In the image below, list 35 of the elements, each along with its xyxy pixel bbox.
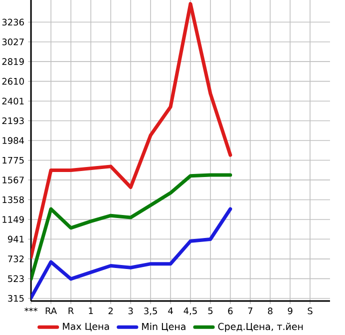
y-tick-label: 315 bbox=[8, 294, 24, 302]
y-tick-label: 2610 bbox=[2, 78, 24, 85]
x-tick-label: 7 bbox=[248, 308, 252, 314]
x-tick-label: 4 bbox=[168, 308, 173, 314]
y-tick-label: 523 bbox=[8, 275, 24, 282]
x-tick-label: 3 bbox=[128, 308, 133, 314]
x-tick-label: 2 bbox=[108, 308, 113, 314]
x-tick-label: 5 bbox=[208, 308, 212, 314]
x-tick-label: 6 bbox=[228, 308, 233, 314]
y-tick-label: 1775 bbox=[2, 156, 24, 164]
y-tick-label: 2819 bbox=[2, 58, 24, 65]
y-tick-label: 1567 bbox=[2, 176, 24, 184]
line-series bbox=[31, 207, 232, 300]
line-series bbox=[31, 173, 232, 281]
legend-label: Max Цена bbox=[62, 322, 109, 332]
y-tick-label: 1149 bbox=[2, 216, 24, 223]
x-tick-label: 1 bbox=[88, 308, 93, 314]
x-tick-label: 9 bbox=[288, 308, 292, 314]
x-tick-label: 4,5 bbox=[184, 308, 197, 316]
legend-label: Min Цена bbox=[142, 322, 186, 332]
legend-label: Сред.Цена, т.йен bbox=[218, 322, 303, 332]
y-tick-label: 2401 bbox=[2, 98, 24, 104]
x-tick-label: R bbox=[68, 308, 74, 314]
y-tick-label: 1984 bbox=[2, 137, 24, 144]
x-tick-label: RA bbox=[46, 308, 57, 314]
x-tick-label: 8 bbox=[268, 308, 272, 314]
y-tick-label: 2193 bbox=[2, 117, 24, 124]
y-tick-label: 3027 bbox=[2, 38, 24, 46]
y-tick-label: 732 bbox=[8, 256, 24, 262]
y-tick-label: 1358 bbox=[2, 196, 24, 204]
y-tick-label: 3236 bbox=[2, 18, 24, 26]
y-tick-label: 941 bbox=[8, 236, 24, 243]
x-tick-label: S bbox=[308, 308, 312, 314]
x-tick-label: *** bbox=[24, 308, 38, 312]
x-tick-label: 3,5 bbox=[144, 308, 157, 316]
